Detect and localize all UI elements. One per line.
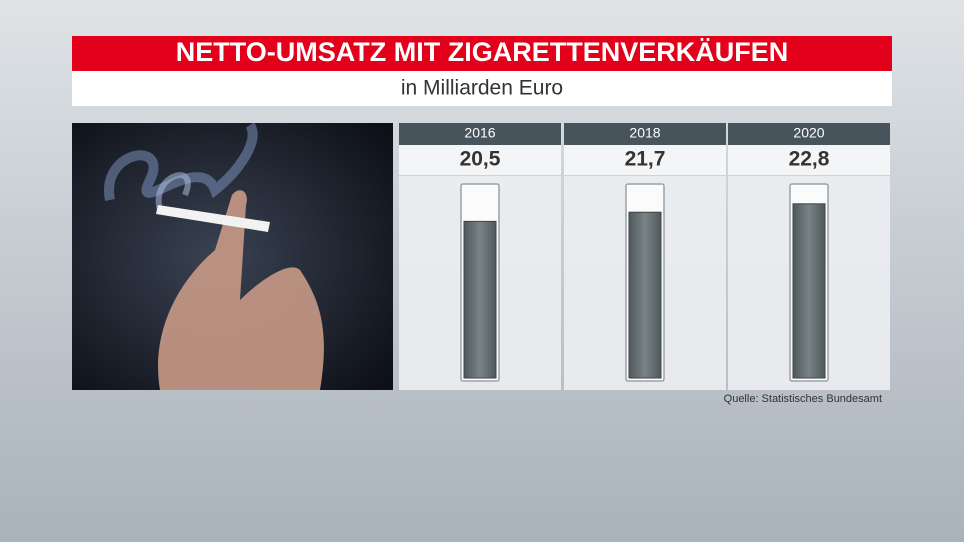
source-note: Quelle: Statistisches Bundesamt [724, 393, 882, 405]
column-header [728, 123, 890, 145]
x-tick-label: 2020 [793, 125, 824, 141]
title-bar [72, 36, 892, 71]
x-tick-label: 2018 [629, 125, 660, 141]
value-cell [564, 145, 726, 175]
value-label: 22,8 [789, 148, 830, 171]
bar [628, 211, 662, 379]
value-label: 20,5 [460, 148, 501, 171]
bar [463, 220, 497, 379]
x-tick-label: 2016 [464, 125, 495, 141]
chart-title: NETTO-UMSATZ MIT ZIGARETTENVERKÄUFEN [176, 37, 788, 67]
column-header [399, 123, 561, 145]
column-header [564, 123, 726, 145]
value-cell [728, 145, 890, 175]
bar [792, 203, 826, 379]
photo [72, 122, 393, 390]
value-label: 21,7 [625, 148, 666, 171]
value-cell [399, 145, 561, 175]
subtitle-bar [72, 71, 892, 106]
chart-subtitle: in Milliarden Euro [401, 77, 563, 100]
